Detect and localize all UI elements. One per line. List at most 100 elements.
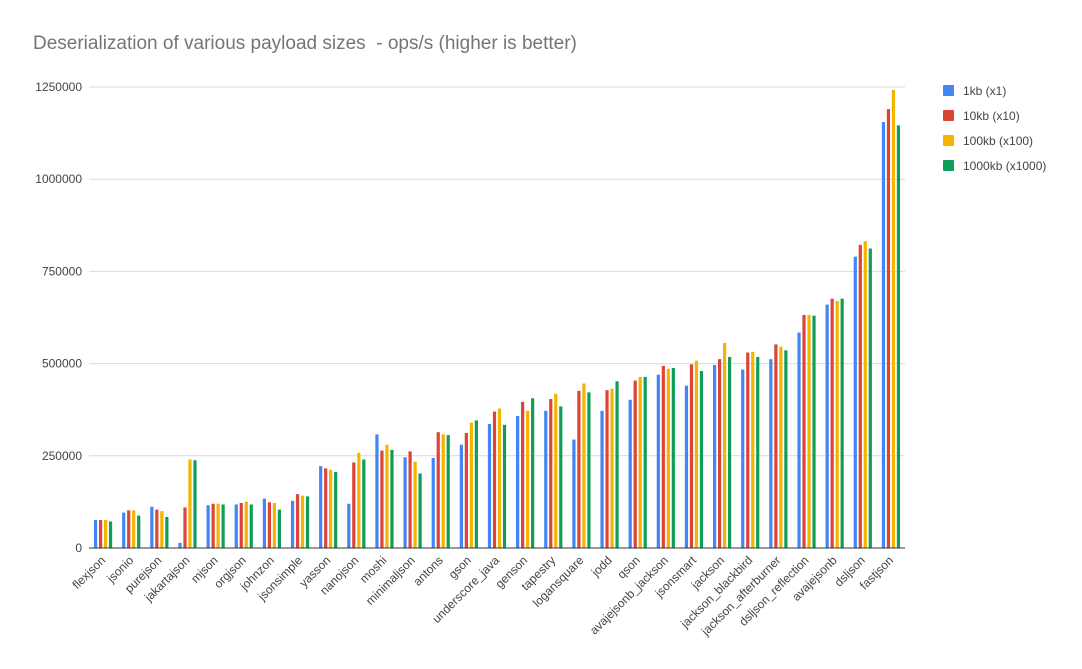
bar-flexjson-1 bbox=[98, 519, 103, 548]
bar-dsljson_reflection-2 bbox=[807, 314, 811, 548]
bar-avajejsonb_jackson-3 bbox=[671, 368, 675, 548]
bar-antons-3 bbox=[446, 435, 450, 548]
bar-purejson-3 bbox=[165, 517, 169, 548]
bar-jackson_afterburner-0 bbox=[769, 359, 773, 548]
bar-jackson-0 bbox=[713, 365, 717, 548]
legend-label: 1000kb (x1000) bbox=[963, 158, 1047, 173]
bar-genson-2 bbox=[526, 410, 530, 548]
x-tick-label: flexjson bbox=[70, 553, 109, 592]
bars bbox=[93, 89, 901, 549]
bar-antons-0 bbox=[431, 458, 435, 548]
bar-avajejsonb-3 bbox=[840, 298, 844, 548]
bar-logansquare-1 bbox=[577, 390, 581, 548]
legend-label: 100kb (x100) bbox=[963, 133, 1034, 148]
bar-avajejsonb-1 bbox=[830, 298, 834, 548]
bar-moshi-0 bbox=[375, 434, 379, 548]
bar-jsonsmart-3 bbox=[699, 370, 704, 548]
bar-jakartajson-1 bbox=[183, 507, 187, 548]
bar-moshi-1 bbox=[380, 450, 384, 548]
bar-jackson_afterburner-2 bbox=[779, 346, 783, 548]
legend-swatch bbox=[943, 160, 954, 171]
bar-nanojson-2 bbox=[357, 452, 361, 548]
bar-fastjson-0 bbox=[881, 122, 886, 548]
bar-jackson-2 bbox=[723, 342, 727, 548]
bar-logansquare-3 bbox=[587, 392, 591, 548]
legend-item: 100kb (x100) bbox=[943, 128, 1046, 153]
bar-jodd-3 bbox=[615, 381, 619, 548]
y-tick-label: 1000000 bbox=[35, 172, 82, 186]
bar-gson-0 bbox=[459, 444, 463, 548]
bar-antons-1 bbox=[436, 432, 440, 548]
bar-yasson-0 bbox=[319, 466, 323, 548]
bar-jackson_afterburner-3 bbox=[784, 350, 788, 548]
bar-jsonio-1 bbox=[127, 510, 131, 548]
bar-genson-0 bbox=[516, 415, 520, 548]
bar-dsljson-0 bbox=[853, 256, 857, 548]
bar-gson-2 bbox=[469, 422, 473, 548]
bar-underscore_java-0 bbox=[487, 424, 492, 548]
bar-jsonsmart-1 bbox=[689, 364, 694, 548]
bar-johnzon-1 bbox=[267, 502, 271, 548]
y-tick-label: 250000 bbox=[42, 449, 82, 463]
bar-antons-2 bbox=[441, 434, 445, 548]
bar-avajejsonb-0 bbox=[825, 304, 829, 548]
bar-yasson-3 bbox=[334, 472, 338, 548]
bar-moshi-3 bbox=[390, 449, 394, 548]
bar-jakartajson-3 bbox=[193, 460, 197, 548]
bar-minimaljson-3 bbox=[418, 473, 422, 548]
x-tick-label: antons bbox=[410, 553, 445, 588]
bar-johnzon-2 bbox=[272, 503, 276, 548]
bar-purejson-1 bbox=[155, 509, 159, 548]
bar-fastjson-1 bbox=[886, 109, 891, 549]
bar-avajejsonb-2 bbox=[835, 300, 839, 548]
bar-dsljson-1 bbox=[858, 244, 862, 548]
bar-genson-3 bbox=[531, 398, 535, 548]
bar-mjson-3 bbox=[221, 504, 225, 548]
bar-underscore_java-1 bbox=[492, 411, 497, 548]
bar-fastjson-3 bbox=[896, 125, 901, 549]
bar-qson-0 bbox=[628, 399, 632, 548]
legend-item: 1000kb (x1000) bbox=[943, 153, 1046, 178]
bar-johnzon-0 bbox=[262, 498, 266, 548]
bar-jackson_blackbird-2 bbox=[751, 351, 755, 548]
bar-flexjson-3 bbox=[108, 521, 113, 548]
legend-label: 1kb (x1) bbox=[963, 83, 1007, 98]
y-tick-label: 1250000 bbox=[35, 80, 82, 94]
bar-purejson-2 bbox=[160, 511, 164, 548]
gridlines bbox=[89, 86, 905, 457]
bar-orgjson-1 bbox=[239, 503, 243, 548]
bar-jackson_blackbird-1 bbox=[746, 352, 750, 548]
bar-purejson-0 bbox=[150, 506, 154, 548]
bar-jsonio-3 bbox=[137, 515, 141, 548]
bar-underscore_java-2 bbox=[497, 408, 502, 548]
x-tick-label: jodd bbox=[588, 553, 615, 580]
bar-jodd-1 bbox=[605, 390, 609, 548]
legend: 1kb (x1) 10kb (x10) 100kb (x100) 1000kb (x1… bbox=[943, 78, 1046, 178]
bar-tapestry-0 bbox=[544, 410, 548, 548]
bar-orgjson-2 bbox=[244, 501, 248, 548]
bar-dsljson_reflection-3 bbox=[812, 315, 816, 548]
bar-jodd-2 bbox=[610, 388, 614, 548]
y-axis-ticks: 0 250000 500000 750000 1000000 1250000 bbox=[35, 80, 82, 555]
bar-jackson-1 bbox=[718, 359, 722, 548]
bar-moshi-2 bbox=[385, 444, 389, 548]
bar-jsonio-0 bbox=[122, 512, 126, 548]
bar-dsljson-2 bbox=[863, 241, 867, 549]
bar-jsonio-2 bbox=[132, 510, 136, 548]
bar-qson-2 bbox=[638, 376, 642, 548]
bar-jodd-0 bbox=[600, 410, 604, 548]
bar-jackson_blackbird-3 bbox=[756, 356, 760, 548]
bar-mjson-1 bbox=[211, 503, 215, 548]
legend-item: 1kb (x1) bbox=[943, 78, 1046, 103]
bar-johnzon-3 bbox=[277, 509, 281, 548]
legend-swatch bbox=[943, 85, 954, 96]
bar-orgjson-0 bbox=[234, 504, 238, 548]
legend-swatch bbox=[943, 110, 954, 121]
bar-avajejsonb_jackson-1 bbox=[661, 365, 665, 548]
bar-dsljson_reflection-1 bbox=[802, 314, 806, 548]
bar-logansquare-2 bbox=[582, 383, 586, 548]
bar-tapestry-2 bbox=[554, 393, 558, 548]
bar-tapestry-3 bbox=[559, 406, 563, 548]
bar-logansquare-0 bbox=[572, 439, 576, 548]
bar-nanojson-1 bbox=[352, 462, 356, 548]
